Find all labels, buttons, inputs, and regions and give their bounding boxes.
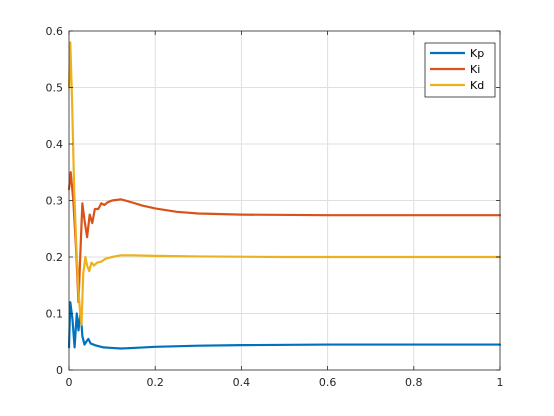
y-tick-label: 0.5 xyxy=(46,82,64,95)
x-tick-label: 0.4 xyxy=(233,376,251,389)
legend-label-kp: Kp xyxy=(470,47,484,60)
series-lines xyxy=(67,41,502,350)
y-tick-label: 0.6 xyxy=(46,25,64,38)
series-line-kd xyxy=(67,41,502,326)
y-tick-label: 0.4 xyxy=(46,138,64,151)
y-tick-label: 0.3 xyxy=(46,195,64,208)
x-tick-label: 0 xyxy=(66,376,73,389)
legend-label-kd: Kd xyxy=(470,79,484,92)
legend: Kp Ki Kd xyxy=(424,42,496,98)
axis-ticks: 0 0.2 0.4 0.6 0.8 1 0 0.1 0.2 0.3 0.4 0.5 0.6 xyxy=(46,25,504,389)
x-tick-label: 0.8 xyxy=(405,376,423,389)
x-tick-label: 0.6 xyxy=(319,376,337,389)
x-tick-label: 1 xyxy=(497,376,504,389)
y-tick-label: 0.1 xyxy=(46,308,64,321)
series-line-kp xyxy=(67,301,502,350)
legend-label-ki: Ki xyxy=(470,63,480,76)
y-tick-label: 0.2 xyxy=(46,251,64,264)
y-tick-label: 0 xyxy=(56,364,63,377)
x-tick-label: 0.2 xyxy=(146,376,164,389)
